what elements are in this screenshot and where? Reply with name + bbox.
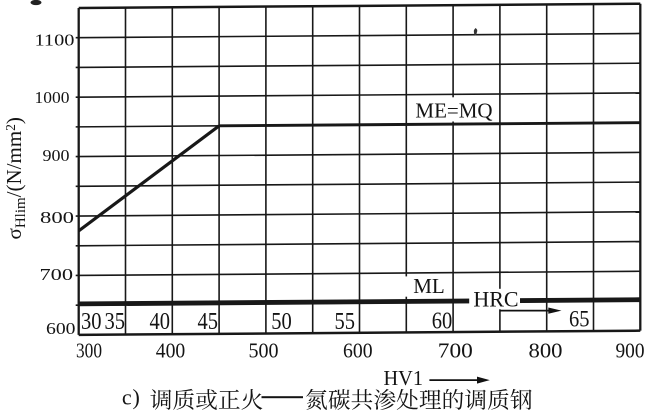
svg-text:500: 500: [249, 339, 279, 363]
svg-text:30: 30: [81, 308, 102, 335]
svg-text:50: 50: [271, 308, 292, 335]
svg-text:400: 400: [156, 339, 186, 363]
svg-text:900: 900: [43, 146, 70, 165]
svg-text:600: 600: [343, 339, 373, 363]
svg-text:ML: ML: [413, 274, 445, 298]
svg-text:60: 60: [432, 308, 453, 335]
svg-text:40: 40: [150, 308, 171, 335]
svg-text:c): c): [122, 385, 141, 410]
svg-text:700: 700: [40, 265, 74, 284]
svg-text:600: 600: [46, 319, 76, 338]
svg-text:1100: 1100: [35, 30, 75, 49]
svg-text:σHlim/(N/mm2): σHlim/(N/mm2): [2, 117, 29, 239]
svg-text:HRC: HRC: [473, 287, 518, 312]
svg-text:55: 55: [335, 308, 356, 335]
svg-text:800: 800: [529, 339, 563, 363]
svg-text:ME=MQ: ME=MQ: [415, 98, 492, 122]
svg-text:HV1: HV1: [384, 366, 424, 390]
svg-text:45: 45: [198, 308, 219, 335]
svg-text:900: 900: [616, 339, 645, 363]
svg-text:65: 65: [569, 307, 590, 332]
svg-text:700: 700: [438, 339, 473, 363]
svg-text:300: 300: [76, 339, 102, 363]
svg-text:800: 800: [40, 208, 74, 227]
svg-text:35: 35: [105, 308, 126, 335]
svg-text:1000: 1000: [35, 88, 70, 107]
